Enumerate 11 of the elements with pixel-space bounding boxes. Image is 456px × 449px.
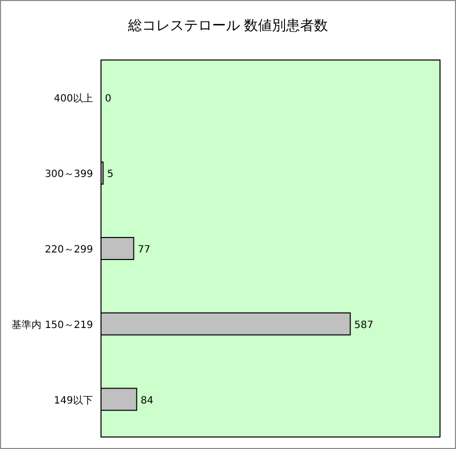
y-tick-label: 149以下	[54, 394, 93, 406]
data-label: 77	[138, 244, 150, 256]
y-tick-label: 基準内 150～219	[12, 318, 93, 331]
data-label: 0	[105, 94, 112, 105]
y-tick-label: 400以上	[54, 92, 93, 105]
data-label: 84	[140, 395, 154, 406]
y-tick-label: 300～399	[44, 169, 93, 180]
data-label: 5	[107, 169, 114, 180]
y-tick-label: 220～299	[44, 244, 93, 256]
data-label: 587	[354, 320, 374, 331]
chart-title: 総コレステロール 数値別患者数	[126, 18, 328, 34]
